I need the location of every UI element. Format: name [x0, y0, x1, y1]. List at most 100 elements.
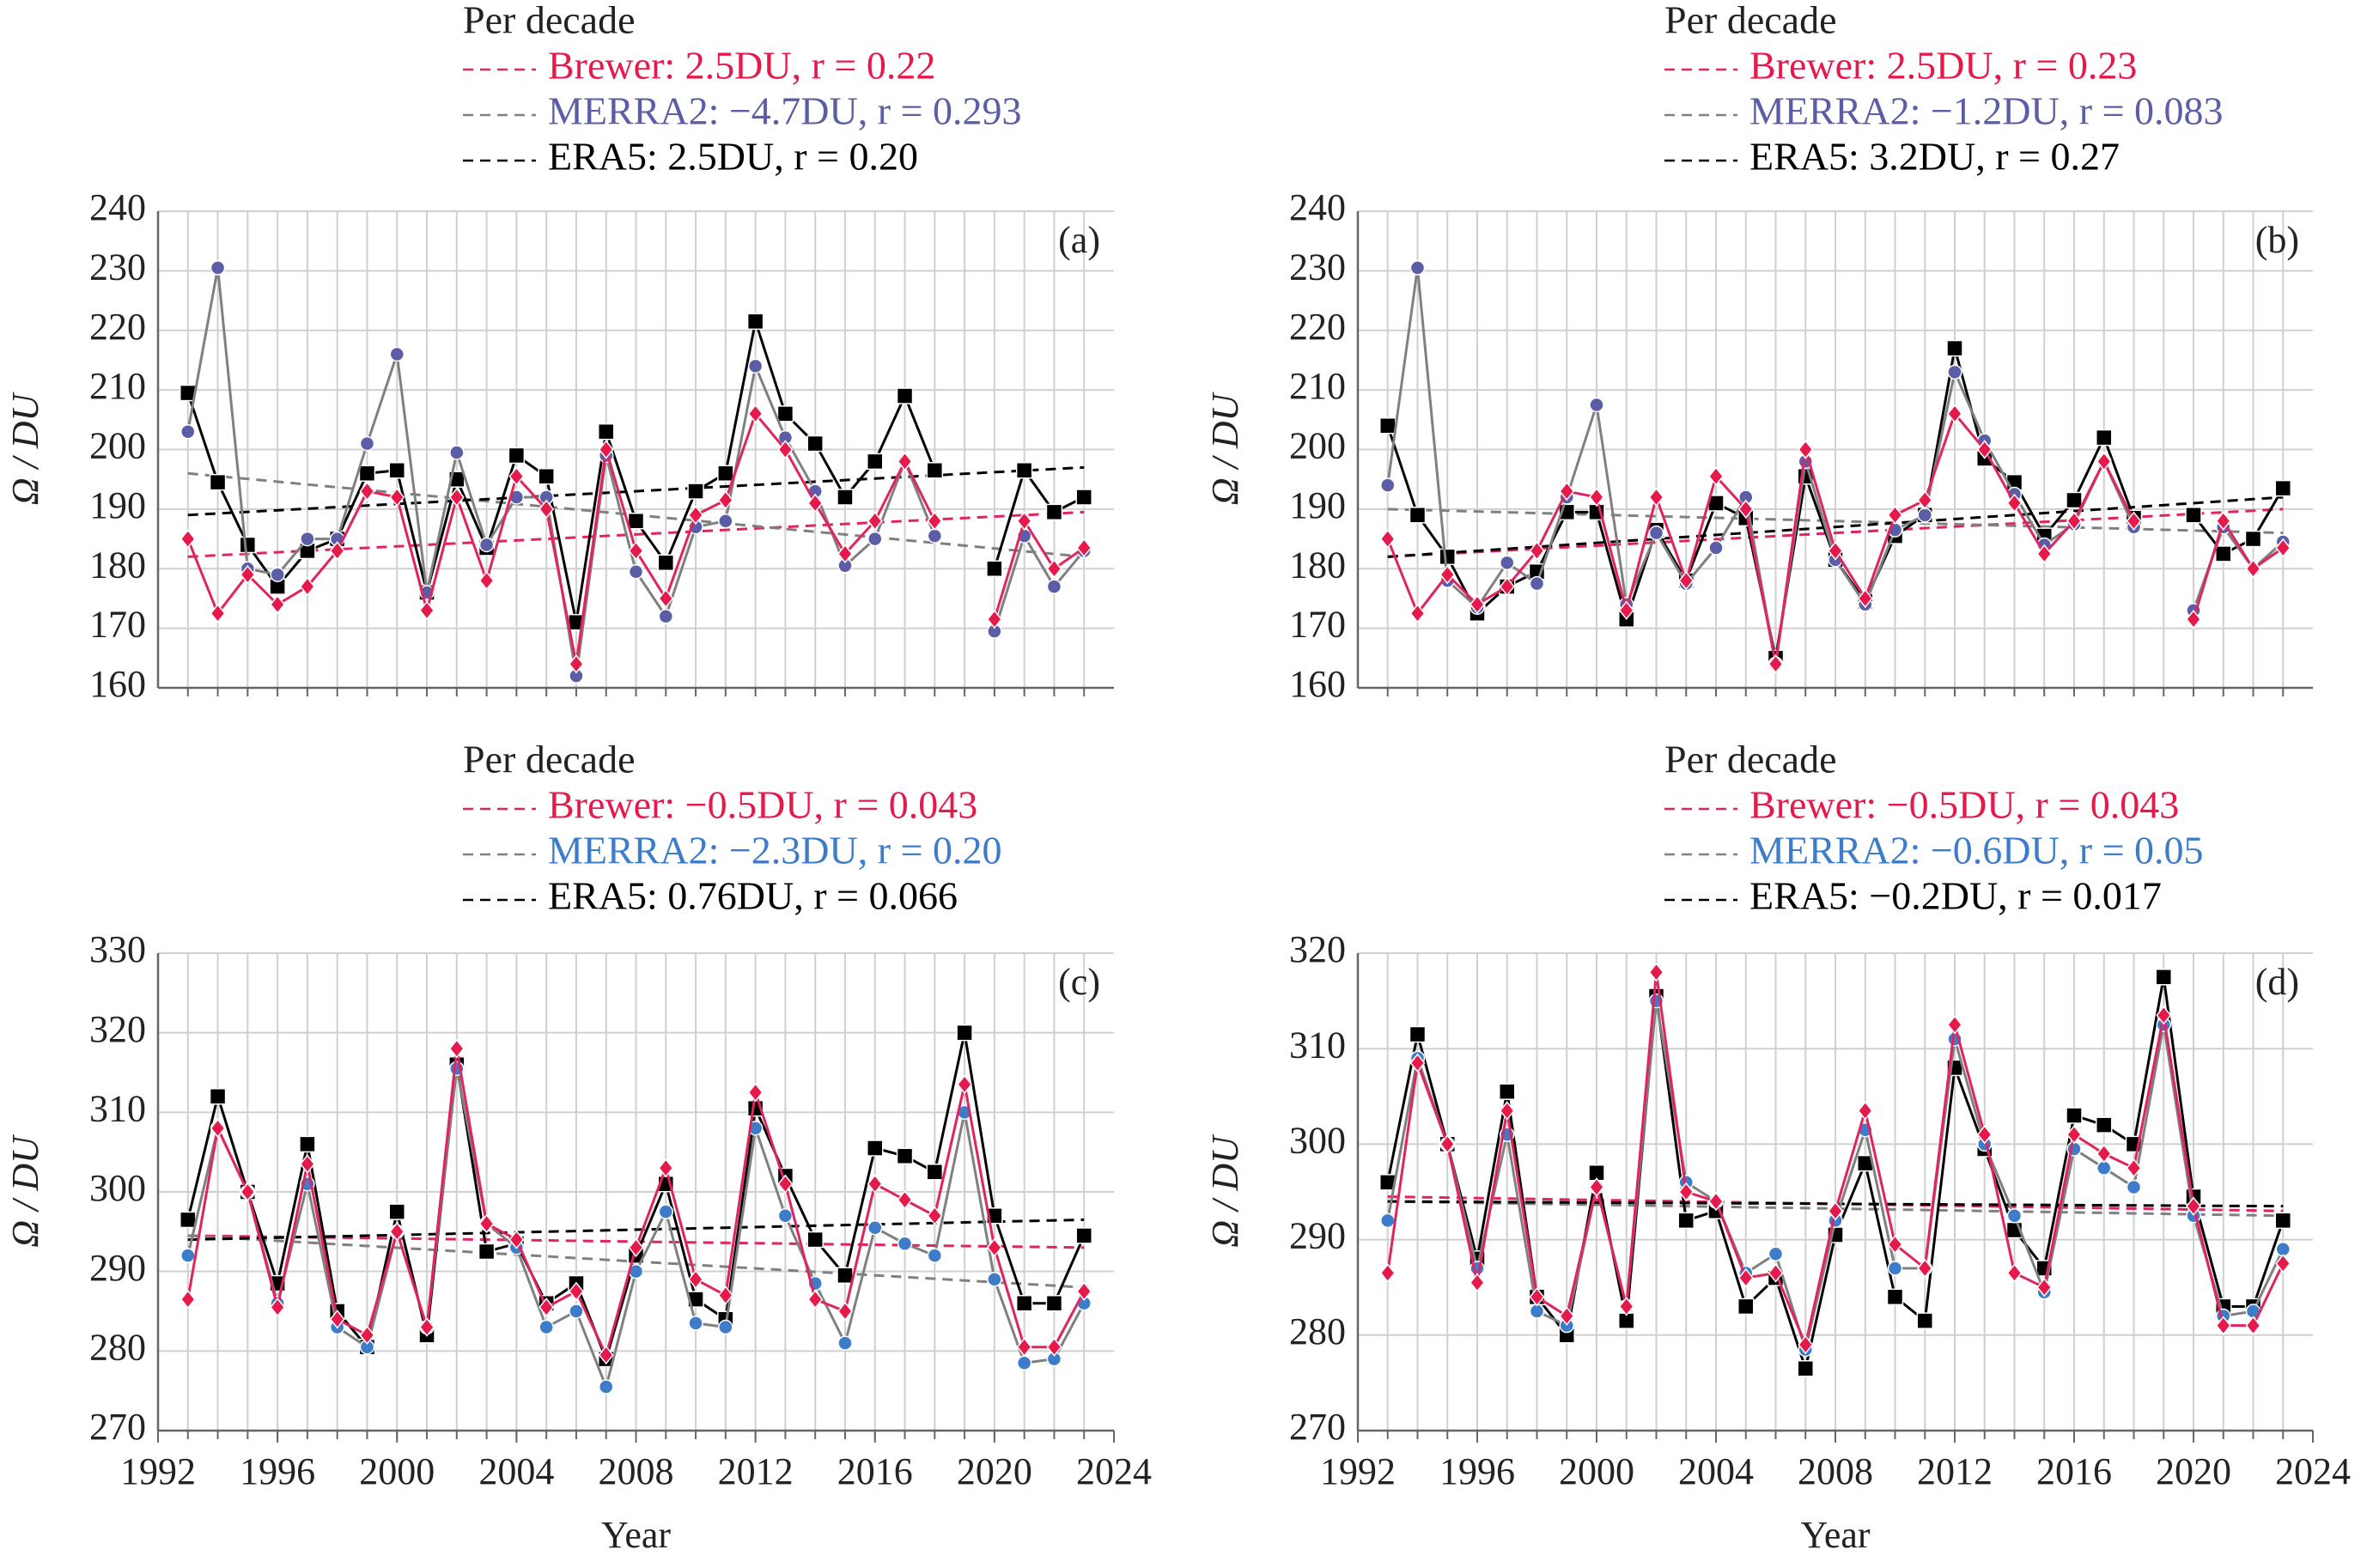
marker	[986, 1237, 1002, 1258]
marker	[926, 1164, 944, 1181]
legend-label: ERA5: 0.76DU, r = 0.066	[548, 874, 958, 918]
marker	[986, 560, 1003, 577]
marker	[658, 588, 674, 609]
y-tick-label: 320	[1289, 928, 1346, 970]
marker	[897, 1190, 913, 1210]
marker	[1947, 364, 1962, 380]
y-tick-label: 180	[1289, 544, 1346, 586]
y-tick-label: 240	[1289, 186, 1346, 228]
y-tick-label: 210	[89, 365, 146, 407]
marker	[1379, 529, 1396, 549]
marker	[1798, 440, 1814, 459]
marker	[448, 1038, 465, 1059]
marker	[1887, 1234, 1903, 1255]
marker	[658, 1204, 674, 1219]
marker	[807, 493, 824, 514]
marker	[1409, 1053, 1426, 1073]
marker	[1016, 1355, 1032, 1370]
marker	[1529, 541, 1545, 561]
x-tick-label: 2012	[1917, 1450, 1993, 1492]
marker	[837, 489, 854, 506]
marker	[478, 537, 495, 553]
marker	[1828, 1201, 1843, 1221]
x-tick-label: 2008	[1798, 1450, 1873, 1492]
marker	[1678, 1182, 1695, 1202]
marker	[1917, 490, 1933, 510]
marker	[1469, 594, 1485, 615]
trend-line	[1387, 495, 2284, 558]
marker	[718, 514, 733, 529]
marker	[389, 346, 405, 362]
y-tick-label: 200	[1289, 425, 1346, 467]
panel: 270 280 290 300 310 320 1992 1996 2000 2004 2008 20…	[1204, 738, 2351, 1557]
panel-label: (c)	[1058, 961, 1100, 1003]
x-tick-label: 2016	[837, 1450, 913, 1492]
marker	[389, 487, 405, 507]
marker	[1589, 397, 1604, 413]
y-tick-label: 160	[89, 663, 146, 705]
marker	[329, 541, 345, 561]
y-axis-label: Ω / DU	[4, 1133, 46, 1248]
marker	[717, 465, 734, 482]
marker	[1648, 487, 1664, 507]
marker	[2006, 493, 2023, 514]
marker	[448, 487, 465, 507]
marker	[1857, 1101, 1873, 1121]
marker	[837, 544, 853, 564]
marker	[837, 1335, 853, 1351]
marker	[1797, 1359, 1814, 1377]
marker	[1589, 487, 1604, 507]
panel: 270 280 290 300 310 320 330 1992 1996 2000 2004 200…	[4, 738, 1152, 1557]
marker	[688, 1269, 704, 1290]
marker	[1618, 1297, 1634, 1316]
marker	[1046, 559, 1062, 579]
marker	[1737, 1298, 1755, 1316]
marker	[539, 1319, 554, 1335]
y-axis-label: Ω / DU	[1204, 391, 1246, 505]
marker	[2006, 1208, 2023, 1224]
marker	[1500, 555, 1515, 571]
marker	[1917, 1258, 1933, 1279]
marker	[388, 1203, 405, 1220]
y-tick-label: 220	[1289, 306, 1346, 348]
marker	[359, 435, 375, 452]
marker	[1857, 588, 1873, 609]
y-tick-label: 160	[1289, 663, 1346, 705]
y-tick-label: 280	[89, 1326, 146, 1368]
marker	[1045, 1294, 1063, 1312]
marker	[180, 529, 196, 549]
marker	[1708, 1191, 1724, 1212]
marker	[2244, 530, 2262, 548]
y-tick-label: 210	[1289, 365, 1346, 407]
marker	[2274, 1212, 2291, 1230]
marker	[2245, 559, 2261, 579]
legend-label: MERRA2: −4.7DU, r = 0.293	[548, 89, 1022, 133]
marker	[2215, 511, 2231, 531]
x-tick-label: 1996	[240, 1450, 315, 1492]
legend-title: Per decade	[463, 738, 636, 781]
marker	[1648, 963, 1664, 982]
marker	[2275, 538, 2291, 558]
marker	[1618, 600, 1634, 621]
marker	[1737, 1267, 1754, 1288]
marker	[1768, 1263, 1784, 1283]
marker	[867, 1140, 884, 1157]
y-tick-label: 190	[1289, 484, 1346, 526]
y-axis-label: Ω / DU	[4, 391, 46, 505]
marker	[449, 445, 465, 460]
x-tick-label: 2012	[718, 1450, 794, 1492]
marker	[538, 467, 555, 485]
x-axis-label: Year	[601, 1514, 671, 1556]
marker	[1708, 540, 1724, 556]
marker	[2066, 1107, 2083, 1124]
marker	[1917, 507, 1932, 523]
marker	[2036, 1277, 2053, 1298]
marker	[359, 481, 375, 501]
marker	[657, 554, 675, 572]
marker	[209, 1088, 227, 1105]
marker	[508, 466, 525, 486]
legend-label: Brewer: 2.5DU, r = 0.22	[548, 44, 935, 88]
marker	[1016, 1337, 1032, 1357]
marker	[1409, 1025, 1427, 1043]
marker	[2006, 1263, 2023, 1283]
